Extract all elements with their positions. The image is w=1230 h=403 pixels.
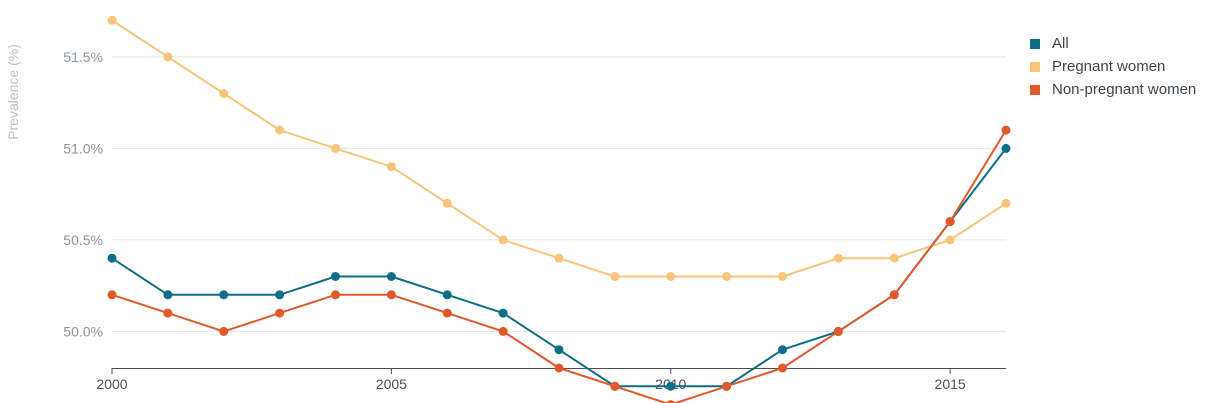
data-point[interactable] (722, 272, 732, 281)
legend-label: Pregnant women (1052, 58, 1166, 75)
data-point[interactable] (554, 345, 564, 355)
x-axis: 2000200520102015 (96, 368, 1006, 392)
data-point[interactable] (778, 363, 787, 373)
y-tick-label: 51.0% (63, 140, 103, 156)
grid-lines (112, 56, 1006, 332)
data-point[interactable] (945, 217, 955, 227)
data-point[interactable] (610, 272, 620, 281)
x-tick-label: 2000 (96, 376, 127, 392)
data-point[interactable] (722, 381, 732, 391)
data-point[interactable] (219, 89, 229, 98)
legend-swatch (1030, 38, 1040, 49)
data-point[interactable] (666, 400, 675, 403)
series-non-pregnant-women (107, 125, 1011, 403)
legend-label: All (1052, 35, 1069, 52)
data-point[interactable] (163, 308, 173, 318)
data-point[interactable] (442, 308, 452, 318)
data-point[interactable] (107, 15, 117, 25)
data-point[interactable] (1001, 198, 1011, 208)
data-point[interactable] (833, 253, 843, 263)
legend-swatch (1030, 61, 1040, 72)
data-point[interactable] (889, 290, 899, 300)
data-point[interactable] (833, 326, 843, 336)
data-point[interactable] (219, 326, 229, 336)
data-point[interactable] (107, 290, 117, 300)
data-point[interactable] (386, 290, 396, 300)
y-tick-label: 50.5% (63, 232, 103, 248)
data-point[interactable] (386, 272, 396, 281)
data-point[interactable] (889, 253, 899, 263)
data-point[interactable] (163, 290, 173, 300)
series-pregnant-women (107, 15, 1011, 281)
data-point[interactable] (1001, 125, 1011, 135)
data-point[interactable] (778, 272, 787, 281)
legend-item[interactable]: All (1030, 32, 1196, 55)
x-tick-label: 2015 (935, 376, 966, 392)
series-group (107, 15, 1011, 403)
data-point[interactable] (275, 290, 285, 300)
y-axis-ticks: 50.0% 50.5% 51.0% 51.5% (63, 49, 103, 339)
legend-swatch (1030, 84, 1040, 95)
data-point[interactable] (331, 143, 340, 153)
series-line (111, 129, 1007, 403)
data-point[interactable] (442, 198, 452, 208)
data-point[interactable] (945, 235, 955, 245)
data-point[interactable] (498, 308, 508, 318)
data-point[interactable] (610, 381, 620, 391)
legend: All Pregnant women Non-pregnant women (1030, 32, 1196, 101)
data-point[interactable] (331, 290, 340, 300)
y-axis-label: Prevalence (%) (5, 44, 21, 140)
data-point[interactable] (275, 125, 285, 135)
data-point[interactable] (778, 345, 787, 355)
y-tick-label: 51.5% (63, 49, 103, 65)
y-tick-label: 50.0% (63, 323, 103, 339)
data-point[interactable] (1001, 143, 1011, 153)
data-point[interactable] (107, 253, 117, 263)
data-point[interactable] (498, 235, 508, 245)
data-point[interactable] (163, 52, 173, 62)
data-point[interactable] (219, 290, 229, 300)
data-point[interactable] (386, 162, 396, 172)
data-point[interactable] (554, 363, 564, 373)
data-point[interactable] (666, 381, 676, 391)
data-point[interactable] (498, 326, 508, 336)
legend-item[interactable]: Pregnant women (1030, 55, 1196, 78)
legend-item[interactable]: Non-pregnant women (1030, 78, 1196, 101)
data-point[interactable] (554, 253, 564, 263)
legend-label: Non-pregnant women (1052, 81, 1197, 98)
data-point[interactable] (442, 290, 452, 300)
data-point[interactable] (275, 308, 285, 318)
series-all (107, 143, 1011, 391)
data-point[interactable] (666, 272, 676, 281)
x-tick-label: 2005 (376, 376, 407, 392)
data-point[interactable] (331, 272, 340, 281)
